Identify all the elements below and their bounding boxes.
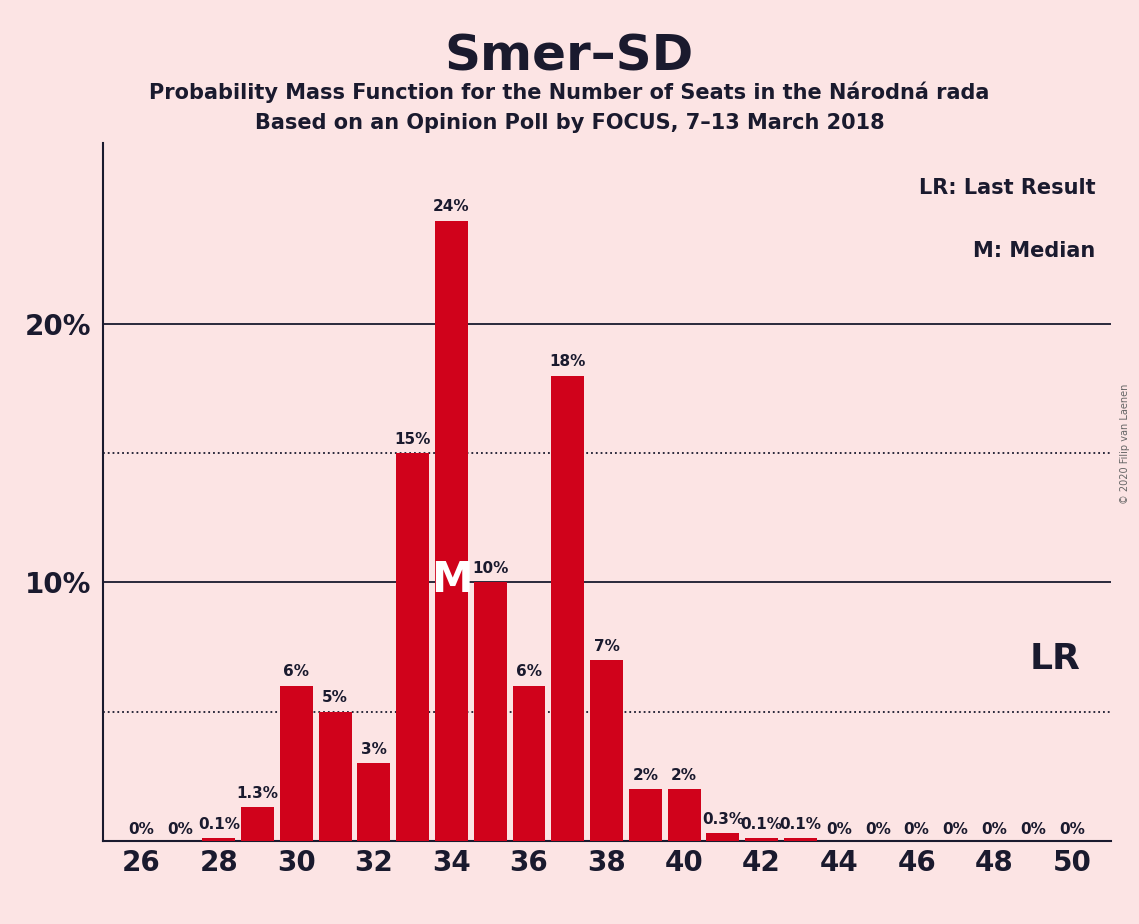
Text: 0.1%: 0.1% xyxy=(198,817,240,832)
Text: Smer–SD: Smer–SD xyxy=(445,32,694,80)
Text: 15%: 15% xyxy=(394,432,431,447)
Bar xyxy=(745,838,778,841)
Text: LR: Last Result: LR: Last Result xyxy=(919,178,1096,198)
Bar xyxy=(551,376,584,841)
Text: 1.3%: 1.3% xyxy=(237,785,279,801)
Text: 2%: 2% xyxy=(671,768,697,783)
Bar xyxy=(667,789,700,841)
Text: 0%: 0% xyxy=(129,822,154,837)
Text: Probability Mass Function for the Number of Seats in the Národná rada: Probability Mass Function for the Number… xyxy=(149,81,990,103)
Bar xyxy=(241,808,274,841)
Text: 0.1%: 0.1% xyxy=(779,817,821,832)
Text: 10%: 10% xyxy=(472,561,508,576)
Text: 0.1%: 0.1% xyxy=(740,817,782,832)
Text: 0%: 0% xyxy=(865,822,891,837)
Bar xyxy=(319,711,352,841)
Bar xyxy=(513,686,546,841)
Bar xyxy=(203,838,236,841)
Text: 0%: 0% xyxy=(826,822,852,837)
Text: © 2020 Filip van Laenen: © 2020 Filip van Laenen xyxy=(1121,383,1130,504)
Text: 0%: 0% xyxy=(167,822,192,837)
Text: LR: LR xyxy=(1030,642,1080,676)
Bar xyxy=(474,582,507,841)
Bar xyxy=(590,660,623,841)
Text: M: M xyxy=(431,559,473,602)
Bar xyxy=(706,833,739,841)
Text: 0%: 0% xyxy=(903,822,929,837)
Bar xyxy=(396,454,429,841)
Text: 0%: 0% xyxy=(1021,822,1046,837)
Text: 18%: 18% xyxy=(549,354,585,370)
Text: 3%: 3% xyxy=(361,742,387,757)
Text: M: Median: M: Median xyxy=(973,241,1096,261)
Text: 5%: 5% xyxy=(322,690,349,705)
Text: 6%: 6% xyxy=(284,664,310,679)
Bar xyxy=(358,763,391,841)
Text: 0%: 0% xyxy=(982,822,1007,837)
Text: Based on an Opinion Poll by FOCUS, 7–13 March 2018: Based on an Opinion Poll by FOCUS, 7–13 … xyxy=(255,113,884,133)
Text: 2%: 2% xyxy=(632,768,658,783)
Text: 0%: 0% xyxy=(942,822,968,837)
Bar xyxy=(784,838,817,841)
Bar xyxy=(629,789,662,841)
Text: 6%: 6% xyxy=(516,664,542,679)
Bar xyxy=(280,686,313,841)
Bar xyxy=(435,221,468,841)
Text: 24%: 24% xyxy=(433,200,469,214)
Text: 0%: 0% xyxy=(1059,822,1084,837)
Text: 7%: 7% xyxy=(593,638,620,653)
Text: 0.3%: 0.3% xyxy=(702,811,744,827)
